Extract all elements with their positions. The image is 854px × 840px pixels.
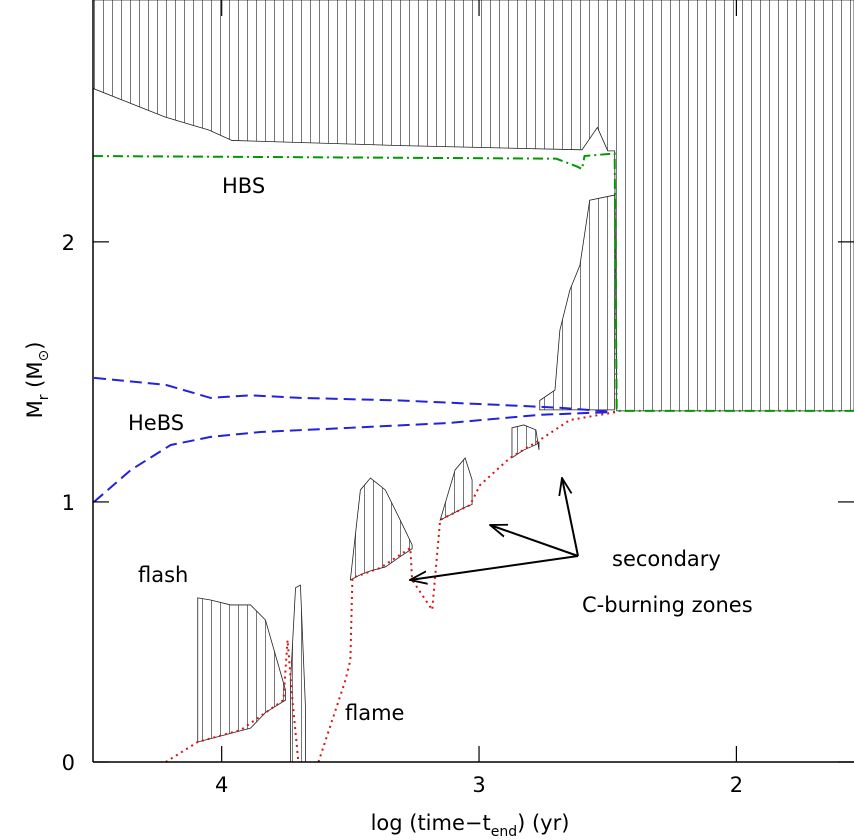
annotation: HBS xyxy=(222,174,265,198)
series-line xyxy=(93,376,615,413)
convective-zone xyxy=(92,0,854,412)
convective-zone xyxy=(289,584,306,763)
series-line xyxy=(165,410,617,763)
y-label-part: (M xyxy=(23,362,47,395)
y-label-part: M xyxy=(23,400,47,418)
arrow xyxy=(490,525,579,557)
convective-zone xyxy=(511,424,540,459)
series-line xyxy=(93,410,615,503)
arrow xyxy=(562,478,579,557)
x-tick-label: 4 xyxy=(215,773,228,797)
y-label-part: ) xyxy=(23,342,47,350)
annotation: flame xyxy=(345,701,404,725)
y-label-sub: r xyxy=(36,394,52,400)
annotation: secondary xyxy=(612,547,721,571)
y-label-sub: ⊙ xyxy=(36,350,52,362)
x-tick-label: 2 xyxy=(730,773,743,797)
convective-zone xyxy=(539,194,616,411)
y-tick-label: 0 xyxy=(62,751,75,775)
annotation: C-burning zones xyxy=(582,593,753,617)
arrow xyxy=(410,555,579,580)
y-tick-label: 2 xyxy=(62,231,75,255)
plot-area xyxy=(92,0,854,763)
y-tick-label: 1 xyxy=(62,491,75,515)
x-label-part: log (time−t xyxy=(371,811,491,835)
x-axis-label: log (time−tend) (yr) xyxy=(371,811,570,840)
arrows xyxy=(410,478,579,580)
x-label-sub: end xyxy=(491,824,517,840)
x-label-part: ) (yr) xyxy=(517,811,569,835)
annotation: flash xyxy=(138,563,188,587)
annotation: HeBS xyxy=(128,411,184,435)
x-tick-label: 3 xyxy=(472,773,485,797)
convective-zone xyxy=(197,597,286,743)
convective-zone xyxy=(439,457,473,521)
series-line xyxy=(92,152,854,412)
convective-zone xyxy=(349,477,413,581)
y-axis-label: Mr (M⊙) xyxy=(23,342,52,419)
